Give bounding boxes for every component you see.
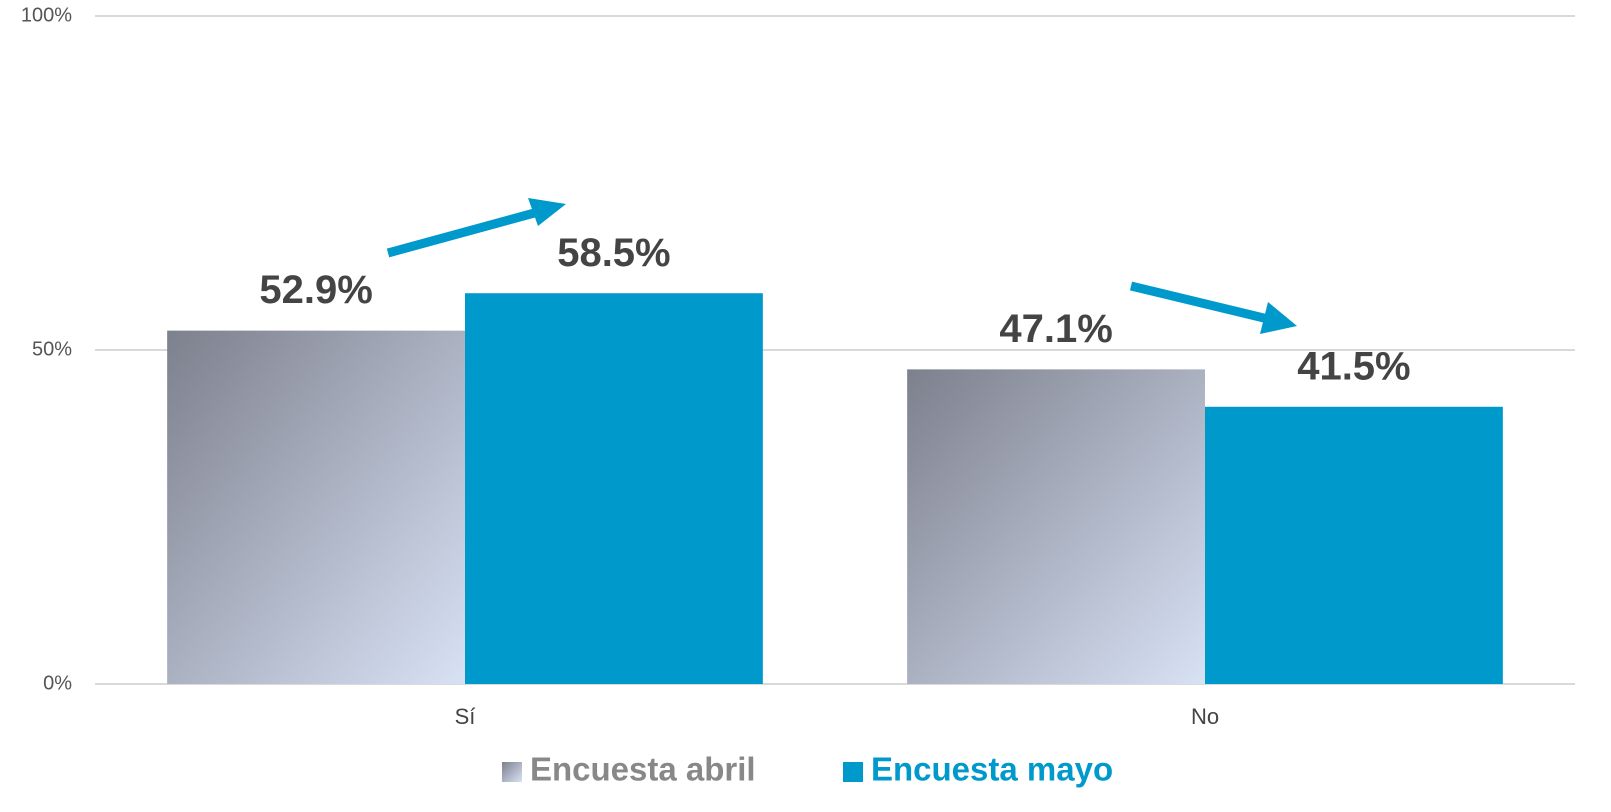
trend-arrows [386,198,1297,334]
bar [465,293,763,684]
arrow-down [1129,281,1270,324]
x-tick-label: Sí [455,704,476,729]
legend-swatch [843,762,863,782]
y-tick-label: 100% [21,4,72,26]
legend-label: Encuesta abril [530,751,756,788]
value-label: 41.5% [1297,344,1410,388]
arrowhead [1260,302,1297,334]
x-tick-label: No [1191,704,1219,729]
legend-swatch [502,762,522,782]
bar [907,369,1205,684]
legend-label: Encuesta mayo [871,751,1113,788]
y-tick-label: 0% [43,672,72,694]
value-label: 47.1% [999,307,1112,351]
y-tick-label: 50% [32,338,72,360]
arrow-up [386,207,540,258]
value-label: 52.9% [259,268,372,312]
bar [1205,406,1503,684]
bar [167,330,465,684]
arrowhead [528,198,566,226]
value-label: 58.5% [557,231,670,275]
